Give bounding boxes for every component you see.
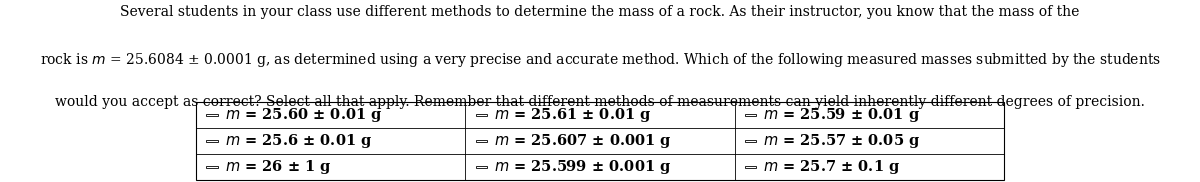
Text: $\mathit{m}$ = 26 ± 1 g: $\mathit{m}$ = 26 ± 1 g [224,158,331,176]
Bar [206,166,217,168]
Text: $\mathit{m}$ = 25.61 ± 0.01 g: $\mathit{m}$ = 25.61 ± 0.01 g [493,106,652,124]
Bar [745,166,756,168]
Text: Several students in your class use different methods to determine the mass of a : Several students in your class use diffe… [120,5,1080,19]
Text: $\mathit{m}$ = 25.599 ± 0.001 g: $\mathit{m}$ = 25.599 ± 0.001 g [493,158,671,176]
Text: $\mathit{m}$ = 25.6 ± 0.01 g: $\mathit{m}$ = 25.6 ± 0.01 g [224,132,372,150]
Bar [475,140,487,142]
Text: rock is $\mathit{m}$ = 25.6084 ± 0.0001 g, as determined using a very precise an: rock is $\mathit{m}$ = 25.6084 ± 0.0001 … [40,51,1160,69]
Bar [206,114,217,116]
Text: would you accept as correct? Select all that apply. Remember that different meth: would you accept as correct? Select all … [55,95,1145,109]
Bar [745,114,756,116]
Bar [475,166,487,168]
Text: $\mathit{m}$ = 25.59 ± 0.01 g: $\mathit{m}$ = 25.59 ± 0.01 g [763,106,920,124]
Text: $\mathit{m}$ = 25.57 ± 0.05 g: $\mathit{m}$ = 25.57 ± 0.05 g [763,132,920,150]
Text: $\mathit{m}$ = 25.7 ± 0.1 g: $\mathit{m}$ = 25.7 ± 0.1 g [763,158,900,176]
Text: $\mathit{m}$ = 25.607 ± 0.001 g: $\mathit{m}$ = 25.607 ± 0.001 g [493,132,672,150]
Bar [197,102,1003,180]
Bar [475,114,487,116]
Bar [206,140,217,142]
Text: $\mathit{m}$ = 25.60 ± 0.01 g: $\mathit{m}$ = 25.60 ± 0.01 g [224,106,383,124]
Bar [745,140,756,142]
